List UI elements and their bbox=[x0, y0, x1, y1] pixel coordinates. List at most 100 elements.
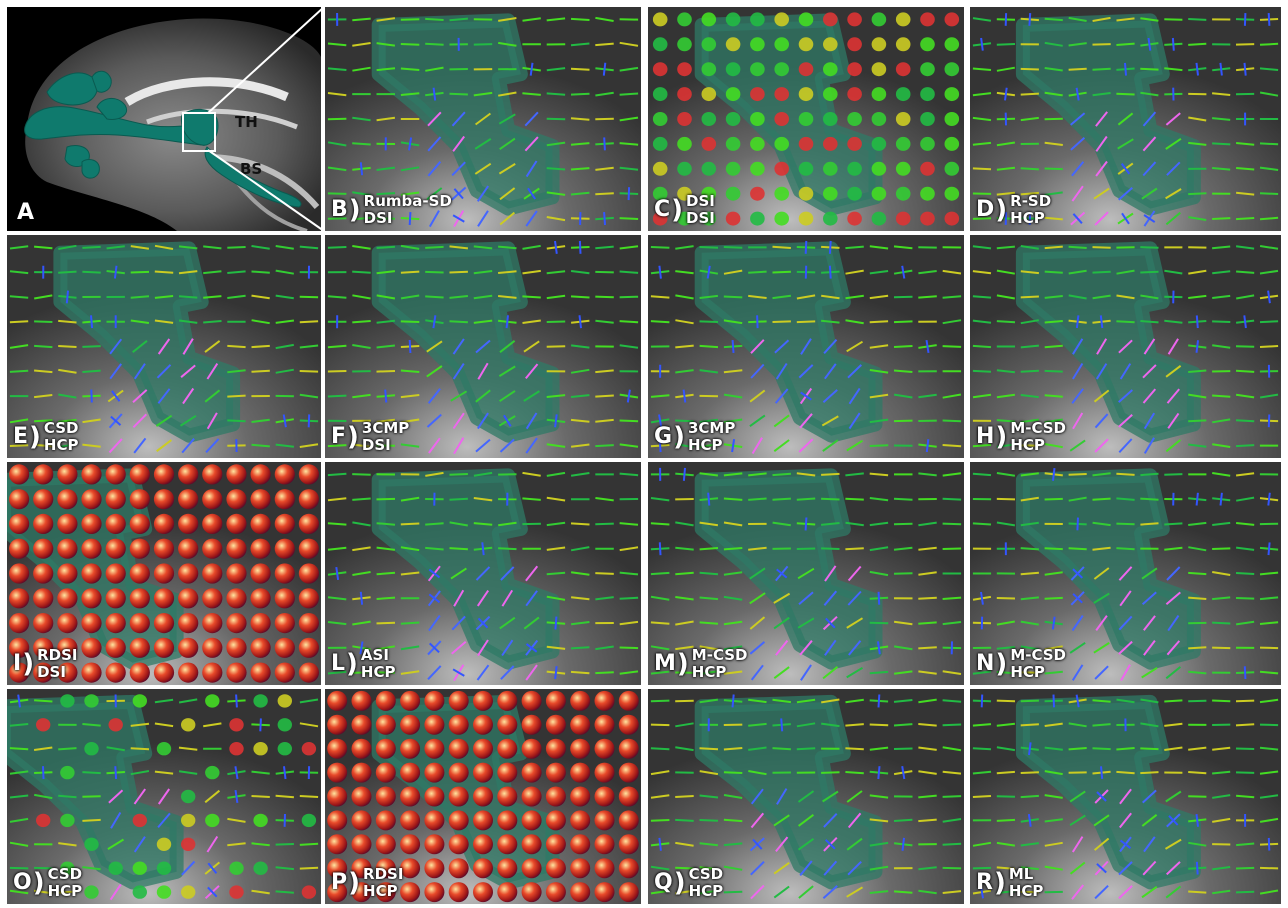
method-name: R-SD bbox=[1010, 192, 1052, 210]
method-name: M-CSD bbox=[1010, 646, 1067, 664]
tract-overlay bbox=[371, 13, 560, 216]
panel-label: D) R-SD HCP bbox=[976, 193, 1051, 227]
panel-letter: I bbox=[13, 651, 22, 676]
method-name: RDSI bbox=[363, 865, 404, 883]
dataset-name: HCP bbox=[43, 436, 79, 454]
panel-n: N) M-CSD HCP bbox=[970, 462, 1281, 685]
method-name: DSI bbox=[686, 192, 715, 210]
panel-letter: H bbox=[976, 424, 995, 449]
panel-paren: ) bbox=[32, 868, 45, 898]
odf-field-p bbox=[325, 689, 641, 904]
panel-label: B) Rumba-SD DSI bbox=[331, 193, 452, 227]
dataset-name: HCP bbox=[1008, 882, 1044, 900]
brain-sagittal-image bbox=[7, 7, 321, 231]
odf-field-l bbox=[325, 462, 641, 685]
dataset-name: HCP bbox=[360, 663, 396, 681]
panel-q: Q) CSD HCP bbox=[648, 689, 964, 904]
panel-paren: ) bbox=[671, 195, 684, 225]
panel-paren: ) bbox=[673, 868, 686, 898]
dataset-name: HCP bbox=[47, 882, 83, 900]
tract-overlay bbox=[1015, 241, 1201, 443]
panel-label: Q) CSD HCP bbox=[654, 866, 723, 900]
panel-label: G) 3CMP HCP bbox=[654, 420, 735, 454]
dataset-name: HCP bbox=[688, 882, 724, 900]
panel-letter: G bbox=[654, 424, 673, 449]
label-th: TH bbox=[235, 113, 258, 131]
method-name: M-CSD bbox=[691, 646, 748, 664]
panel-method: CSD HCP bbox=[689, 866, 724, 900]
panel-label: P) RDSI HCP bbox=[331, 866, 403, 900]
panel-method: M-CSD HCP bbox=[692, 647, 748, 681]
panel-label: C) DSI DSI bbox=[654, 193, 715, 227]
panel-letter: F bbox=[331, 424, 347, 449]
method-name: CSD bbox=[688, 865, 724, 883]
panel-method: RDSI DSI bbox=[37, 647, 77, 681]
panel-method: 3CMP DSI bbox=[362, 420, 409, 454]
panel-a-brain-view: TH BS A bbox=[7, 7, 321, 231]
tract-overlay bbox=[371, 241, 560, 443]
panel-letter: R bbox=[976, 870, 993, 895]
panel-paren: ) bbox=[346, 649, 358, 679]
panel-method: M-CSD HCP bbox=[1010, 420, 1066, 454]
panel-letter: N bbox=[976, 651, 995, 676]
method-name: Rumba-SD bbox=[363, 192, 452, 210]
panel-method: Rumba-SD DSI bbox=[364, 193, 452, 227]
method-name: ASI bbox=[360, 646, 389, 664]
panel-paren: ) bbox=[993, 868, 1006, 898]
panel-o: O) CSD HCP bbox=[7, 689, 321, 904]
odf-field-r bbox=[970, 689, 1281, 904]
dataset-name: HCP bbox=[687, 436, 723, 454]
panel-method: CSD HCP bbox=[48, 866, 83, 900]
panel-method: M-CSD HCP bbox=[1010, 647, 1066, 681]
panel-f: F) 3CMP DSI bbox=[325, 235, 641, 458]
panel-l: L) ASI HCP bbox=[325, 462, 641, 685]
panel-label: E) CSD HCP bbox=[13, 420, 78, 454]
panel-label: M) M-CSD HCP bbox=[654, 647, 748, 681]
panel-method: ASI HCP bbox=[361, 647, 396, 681]
odf-field-b bbox=[325, 7, 641, 231]
panel-method: ML HCP bbox=[1009, 866, 1044, 900]
panel-paren: ) bbox=[348, 868, 361, 898]
panel-letter: C bbox=[654, 197, 671, 222]
dataset-name: DSI bbox=[363, 209, 393, 227]
panel-paren: ) bbox=[673, 422, 685, 452]
panel-d: D) R-SD HCP bbox=[970, 7, 1281, 231]
method-name: 3CMP bbox=[361, 419, 410, 437]
panel-label: N) M-CSD HCP bbox=[976, 647, 1066, 681]
panel-i: I) RDSI DSI bbox=[7, 462, 321, 685]
panel-method: R-SD HCP bbox=[1010, 193, 1051, 227]
panel-letter: D bbox=[976, 197, 995, 222]
odf-field-m bbox=[648, 462, 964, 685]
odf-field-q bbox=[648, 689, 964, 904]
method-name: 3CMP bbox=[687, 419, 736, 437]
panel-label: I) RDSI DSI bbox=[13, 647, 77, 681]
panel-label: H) M-CSD HCP bbox=[976, 420, 1066, 454]
method-name: M-CSD bbox=[1010, 419, 1067, 437]
panel-paren: ) bbox=[995, 195, 1008, 225]
dataset-name: HCP bbox=[363, 882, 398, 900]
panel-letter: B bbox=[331, 197, 348, 222]
odf-field-h bbox=[970, 235, 1281, 458]
panel-paren: ) bbox=[347, 422, 359, 452]
panel-label: O) CSD HCP bbox=[13, 866, 82, 900]
odf-field-g bbox=[648, 235, 964, 458]
panel-paren: ) bbox=[995, 649, 1008, 679]
zoom-box bbox=[182, 112, 216, 152]
panel-g: G) 3CMP HCP bbox=[648, 235, 964, 458]
odf-field-f bbox=[325, 235, 641, 458]
panel-c: C) DSI DSI bbox=[648, 7, 964, 231]
method-name: CSD bbox=[43, 419, 79, 437]
method-name: CSD bbox=[47, 865, 83, 883]
panel-label: R) ML HCP bbox=[976, 866, 1043, 900]
panel-m: M) M-CSD HCP bbox=[648, 462, 964, 685]
tract-overlay bbox=[1015, 694, 1201, 890]
odf-field-c bbox=[648, 7, 964, 231]
panel-paren: ) bbox=[22, 649, 35, 679]
panel-p: P) RDSI HCP bbox=[325, 689, 641, 904]
panel-method: CSD HCP bbox=[44, 420, 79, 454]
panel-label: F) 3CMP DSI bbox=[331, 420, 409, 454]
tract-overlay bbox=[694, 468, 883, 670]
odf-field-d bbox=[970, 7, 1281, 231]
dataset-name: HCP bbox=[1010, 209, 1045, 227]
